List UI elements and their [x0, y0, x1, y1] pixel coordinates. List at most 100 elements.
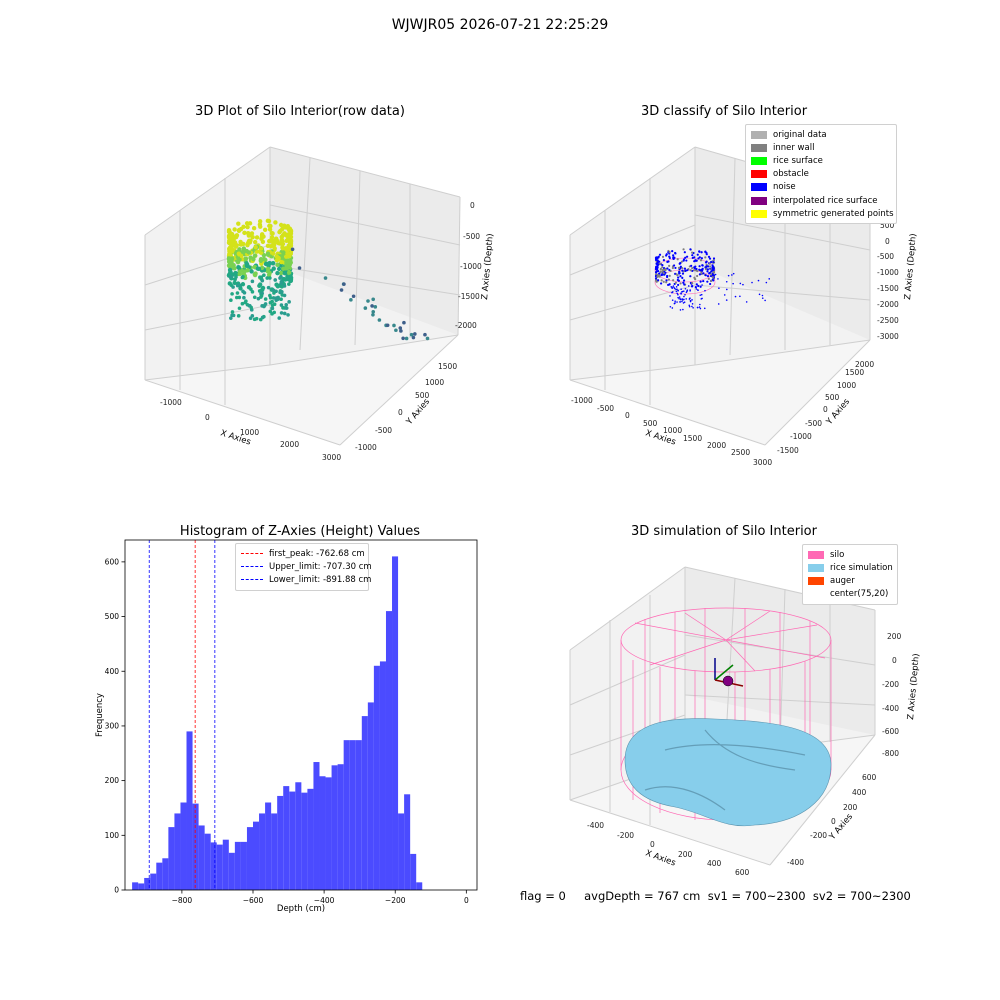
classify-point [682, 279, 686, 282]
legend-label: interpolated rice surface [773, 195, 878, 206]
legend-line [241, 566, 263, 568]
histogram-x-axis-label: Depth (cm) [277, 904, 325, 914]
raw-point [232, 266, 237, 271]
classify-point [681, 290, 684, 293]
classify-point [679, 265, 682, 268]
classify-xtick: 3000 [753, 458, 772, 467]
classify-point [699, 259, 703, 262]
histogram-axes-frame [124, 539, 478, 891]
classify-xtick: 0 [625, 411, 630, 420]
classify-point [685, 255, 689, 258]
classify-point [674, 252, 677, 255]
raw-point [253, 245, 258, 250]
raw-point [279, 280, 284, 284]
raw-ztick: -2000 [455, 321, 477, 330]
classify-point [712, 259, 715, 262]
raw-point [409, 332, 414, 337]
raw-ztick: 0 [470, 201, 475, 210]
classify-point [659, 268, 662, 271]
raw-point [270, 306, 275, 311]
raw-point [258, 317, 263, 322]
classify-point [696, 306, 699, 309]
classify-point [685, 298, 688, 300]
legend-swatch [751, 156, 767, 165]
raw-point [371, 297, 376, 302]
histogram-bar [289, 791, 296, 890]
legend-swatch [808, 590, 824, 598]
raw-point [259, 233, 265, 239]
simulation-ztick: 0 [892, 656, 897, 665]
legend-label: silo [830, 549, 845, 560]
raw-point [272, 291, 276, 295]
classify-point [709, 261, 713, 264]
classify-point [702, 272, 705, 275]
rice-surface [624, 718, 832, 827]
raw-point [265, 243, 271, 249]
classify-point [714, 273, 717, 276]
raw-point [234, 295, 239, 300]
classify-point [678, 297, 680, 300]
histogram-x-tick-label: −400 [314, 896, 335, 905]
raw-point [265, 266, 271, 272]
raw-point [273, 220, 278, 225]
histogram-bar [343, 740, 350, 890]
classify-point [705, 260, 708, 263]
classify-ytick: 500 [825, 393, 840, 402]
raw-point [235, 283, 240, 288]
raw-point [257, 219, 263, 224]
histogram-bar [186, 731, 193, 890]
raw-point-cloud [226, 218, 430, 341]
simulation-z-axis-label: Z Axies (Depth) [906, 653, 922, 720]
raw-point [281, 306, 286, 310]
histogram-bar [240, 841, 247, 890]
classify-point [667, 260, 670, 263]
classify-point [705, 265, 708, 268]
classify-point [677, 276, 680, 279]
raw-point [271, 266, 276, 271]
raw-point [252, 272, 258, 277]
raw-point [263, 297, 268, 301]
raw-point [232, 280, 237, 286]
raw-point [285, 274, 289, 279]
legend-item: noise [751, 181, 891, 194]
histogram-y-tick-label: 300 [105, 721, 120, 730]
classify-point [662, 280, 665, 283]
legend-item: Lower_limit: -891.88 cm [241, 573, 371, 586]
classify-point [739, 282, 742, 285]
raw-point [244, 221, 250, 226]
simulation-ztick: -600 [882, 727, 899, 736]
classify-point [680, 288, 682, 290]
histogram-bar [398, 813, 405, 890]
raw-point [270, 303, 275, 308]
classify-point [661, 264, 664, 267]
histogram-bar [156, 862, 163, 890]
legend-item: first_peak: -762.68 cm [241, 547, 365, 560]
classify-point [689, 269, 692, 272]
classify-point [704, 268, 708, 271]
classify-point [681, 267, 684, 270]
raw-point [268, 276, 272, 280]
legend-item: original data [751, 128, 891, 141]
classify-point [751, 281, 753, 284]
classify-point [672, 264, 676, 267]
classify-point [681, 272, 685, 275]
raw-point [286, 313, 290, 317]
classify-point [685, 259, 688, 262]
raw-point [399, 329, 403, 333]
raw-ytick: -1000 [355, 443, 377, 452]
classify-point [700, 257, 703, 260]
raw-point [232, 227, 237, 232]
classify-point [697, 284, 700, 288]
raw-point [250, 279, 255, 284]
classify-point [695, 288, 698, 290]
raw-point [236, 228, 242, 234]
simulation-xtick: -400 [587, 821, 604, 830]
legend-label: rice surface [773, 155, 823, 166]
classify-point [671, 299, 674, 301]
raw-point [267, 227, 273, 232]
histogram-bar [216, 844, 223, 890]
legend-swatch [751, 170, 767, 179]
classify-point [665, 281, 668, 284]
raw-point [231, 313, 236, 318]
classify-point [693, 276, 696, 279]
